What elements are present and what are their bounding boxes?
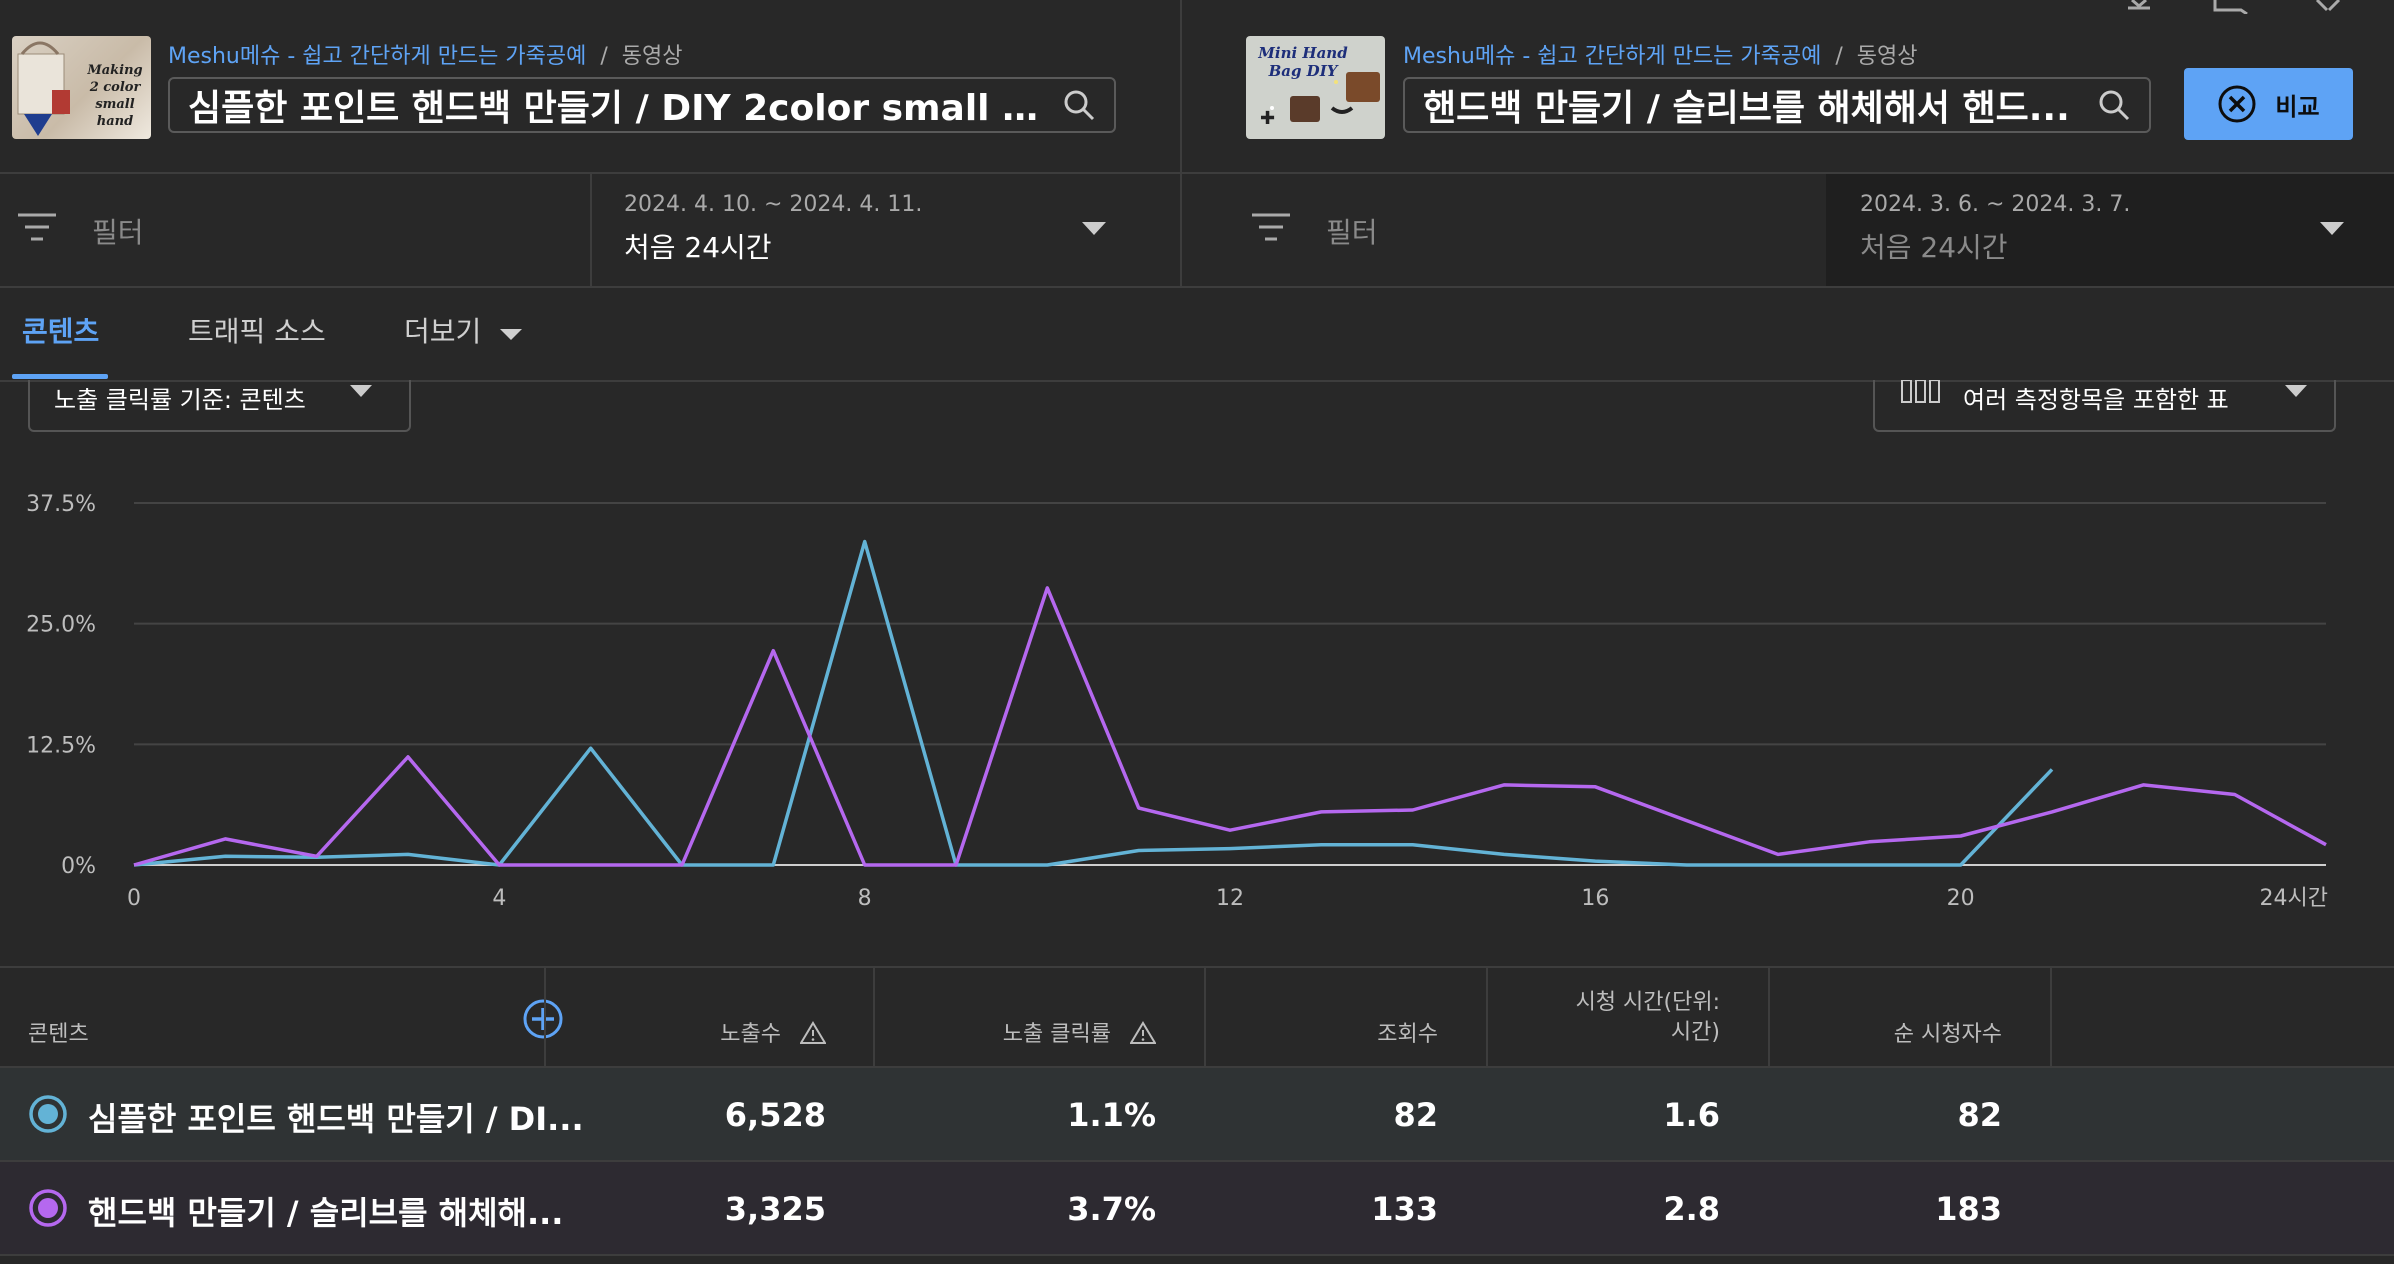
center-divider	[1180, 0, 1182, 286]
compare-button[interactable]: 비교	[2184, 68, 2353, 140]
right-date-range: 2024. 3. 6. ~ 2024. 3. 7.	[1860, 192, 2131, 217]
search-icon[interactable]	[1062, 88, 1096, 122]
chevron-down-icon	[500, 329, 523, 340]
right-video-selector[interactable]: 핸드백 만들기 / 슬리브를 해체해서 핸드...	[1403, 77, 2151, 133]
row-title[interactable]: 심플한 포인트 핸드백 만들기 / DI...	[88, 1100, 584, 1138]
row-impressions: 6,528	[724, 1096, 826, 1134]
search-icon[interactable]	[2097, 88, 2131, 122]
x-tick-label: 0	[127, 886, 141, 911]
series-line-1	[133, 539, 2054, 867]
chevron-down-icon	[2320, 222, 2344, 235]
table-view-icon	[1901, 380, 1940, 403]
left-video-selector[interactable]: 심플한 포인트 핸드백 만들기 / DIY 2color small ha...	[168, 77, 1116, 133]
row-watch-time: 1.6	[1663, 1096, 1720, 1134]
table-row[interactable]: 핸드백 만들기 / 슬리브를 해체해... 3,325 3.7% 133 2.8…	[0, 1160, 2394, 1256]
y-tick-label: 25.0%	[26, 613, 96, 638]
row-views: 82	[1393, 1096, 1438, 1134]
left-filter-input[interactable]: 필터	[92, 216, 144, 249]
series-line-2	[133, 586, 2327, 867]
left-video-thumbnail: Making 2 color small hand	[12, 36, 151, 139]
col-header-impressions[interactable]: 노출수	[580, 1020, 827, 1050]
right-video-thumbnail: ✚ Mini Hand Bag DIY	[1246, 36, 1385, 139]
left-date-picker[interactable]: 2024. 4. 10. ~ 2024. 4. 11. 처음 24시간	[592, 174, 1180, 286]
metric-dropdown[interactable]: 노출 클릭률 기준: 콘텐츠	[28, 380, 411, 432]
x-tick-label: 16	[1581, 886, 1609, 911]
y-tick-label: 37.5%	[26, 492, 96, 517]
col-header-watch-time-line2: 시간)	[1670, 1020, 1720, 1045]
right-thumbnail-caption: Mini Hand Bag DIY	[1258, 44, 1348, 80]
x-tick-label: 20	[1947, 886, 1975, 911]
col-header-content: 콘텐츠	[28, 1022, 89, 1047]
right-date-label: 처음 24시간	[1860, 231, 2008, 264]
series-radio-icon[interactable]	[28, 1094, 68, 1134]
row-ctr: 1.1%	[1067, 1096, 1156, 1134]
handbag-thumbnail-art	[17, 41, 70, 136]
tab-traffic-source[interactable]: 트래픽 소스	[188, 315, 326, 348]
tab-content[interactable]: 콘텐츠	[22, 315, 100, 348]
svg-text:✚: ✚	[1260, 108, 1275, 129]
filter-icon[interactable]	[18, 212, 56, 242]
chevron-down-icon	[2285, 385, 2307, 397]
row-watch-time: 2.8	[1663, 1190, 1720, 1228]
row-impressions: 3,325	[724, 1190, 826, 1228]
active-tab-indicator	[12, 374, 108, 379]
right-filter-input[interactable]: 필터	[1326, 216, 1378, 249]
right-date-picker[interactable]: 2024. 3. 6. ~ 2024. 3. 7. 처음 24시간	[1826, 174, 2394, 286]
y-tick-label: 0%	[61, 854, 96, 879]
warning-icon[interactable]	[799, 1021, 827, 1045]
row-views: 133	[1371, 1190, 1438, 1228]
row-title[interactable]: 핸드백 만들기 / 슬리브를 해체해...	[88, 1194, 564, 1232]
tab-more[interactable]: 더보기	[404, 310, 523, 350]
close-circle-icon	[2218, 85, 2256, 123]
series-radio-icon[interactable]	[28, 1188, 68, 1228]
left-channel-link[interactable]: Meshu메슈 - 쉽고 간단하게 만드는 가죽공예	[168, 44, 587, 69]
y-tick-label: 12.5%	[26, 733, 96, 758]
col-header-impressions-label: 노출수	[720, 1022, 781, 1047]
col-header-watch-time[interactable]: 시청 시간(단위: 시간)	[1500, 988, 1720, 1048]
download-icon[interactable]	[2122, 0, 2156, 12]
right-video-title: 핸드백 만들기 / 슬리브를 해체해서 핸드...	[1423, 88, 2070, 129]
filter-icon[interactable]	[1252, 212, 1290, 242]
row-unique-viewers: 183	[1935, 1190, 2002, 1228]
left-crumb-type[interactable]: 동영상	[621, 44, 683, 69]
tab-more-label: 더보기	[404, 315, 482, 348]
table-row[interactable]: 심플한 포인트 핸드백 만들기 / DI... 6,528 1.1% 82 1.…	[0, 1066, 2394, 1160]
right-channel-link[interactable]: Meshu메슈 - 쉽고 간단하게 만드는 가죽공예	[1403, 44, 1822, 69]
chevron-down-icon	[350, 385, 372, 397]
left-breadcrumb: Meshu메슈 - 쉽고 간단하게 만드는 가죽공예 / 동영상	[168, 44, 683, 69]
col-header-ctr-label: 노출 클릭률	[1002, 1022, 1111, 1047]
left-date-range: 2024. 4. 10. ~ 2024. 4. 11.	[624, 192, 923, 217]
col-header-watch-time-line1: 시청 시간(단위:	[1575, 990, 1720, 1015]
row-ctr: 3.7%	[1067, 1190, 1156, 1228]
row-unique-viewers: 82	[1957, 1096, 2002, 1134]
warning-icon[interactable]	[1129, 1021, 1157, 1045]
table-top-divider	[0, 966, 2394, 968]
tabs-divider	[0, 380, 2394, 382]
view-dropdown[interactable]: 여러 측정항목을 포함한 표	[1873, 380, 2336, 432]
metric-dropdown-label: 노출 클릭률 기준: 콘텐츠	[54, 386, 306, 414]
col-header-views[interactable]: 조회수	[1377, 1022, 1438, 1047]
left-thumbnail-caption: Making 2 color small hand	[87, 63, 143, 129]
mini-bag-thumbnail-art: ✚	[1260, 72, 1380, 129]
left-video-title: 심플한 포인트 핸드백 만들기 / DIY 2color small ha...	[188, 88, 1046, 129]
close-icon[interactable]	[2313, 0, 2343, 12]
right-crumb-type[interactable]: 동영상	[1856, 44, 1918, 69]
ctr-line-chart: 0% 12.5% 25.0% 37.5% 0 4 8 12 16 20 24시간	[26, 492, 2328, 911]
col-header-unique-viewers[interactable]: 순 시청자수	[1893, 1022, 2002, 1047]
view-dropdown-label: 여러 측정항목을 포함한 표	[1963, 386, 2229, 414]
chevron-down-icon	[1082, 222, 1106, 235]
left-date-label: 처음 24시간	[624, 231, 772, 264]
col-header-ctr[interactable]: 노출 클릭률	[880, 1020, 1157, 1050]
compare-label: 비교	[2275, 92, 2320, 121]
x-tick-label: 8	[858, 886, 872, 911]
x-tick-label: 4	[492, 886, 506, 911]
x-tick-label: 12	[1216, 886, 1244, 911]
filter-divider	[0, 286, 2394, 288]
left-filter-divider	[590, 174, 592, 286]
header-divider	[0, 172, 2394, 174]
feedback-icon[interactable]	[2213, 0, 2249, 14]
x-tick-label: 24시간	[2260, 886, 2328, 911]
add-column-icon[interactable]	[522, 998, 564, 1040]
right-breadcrumb: Meshu메슈 - 쉽고 간단하게 만드는 가죽공예 / 동영상	[1403, 44, 1918, 69]
